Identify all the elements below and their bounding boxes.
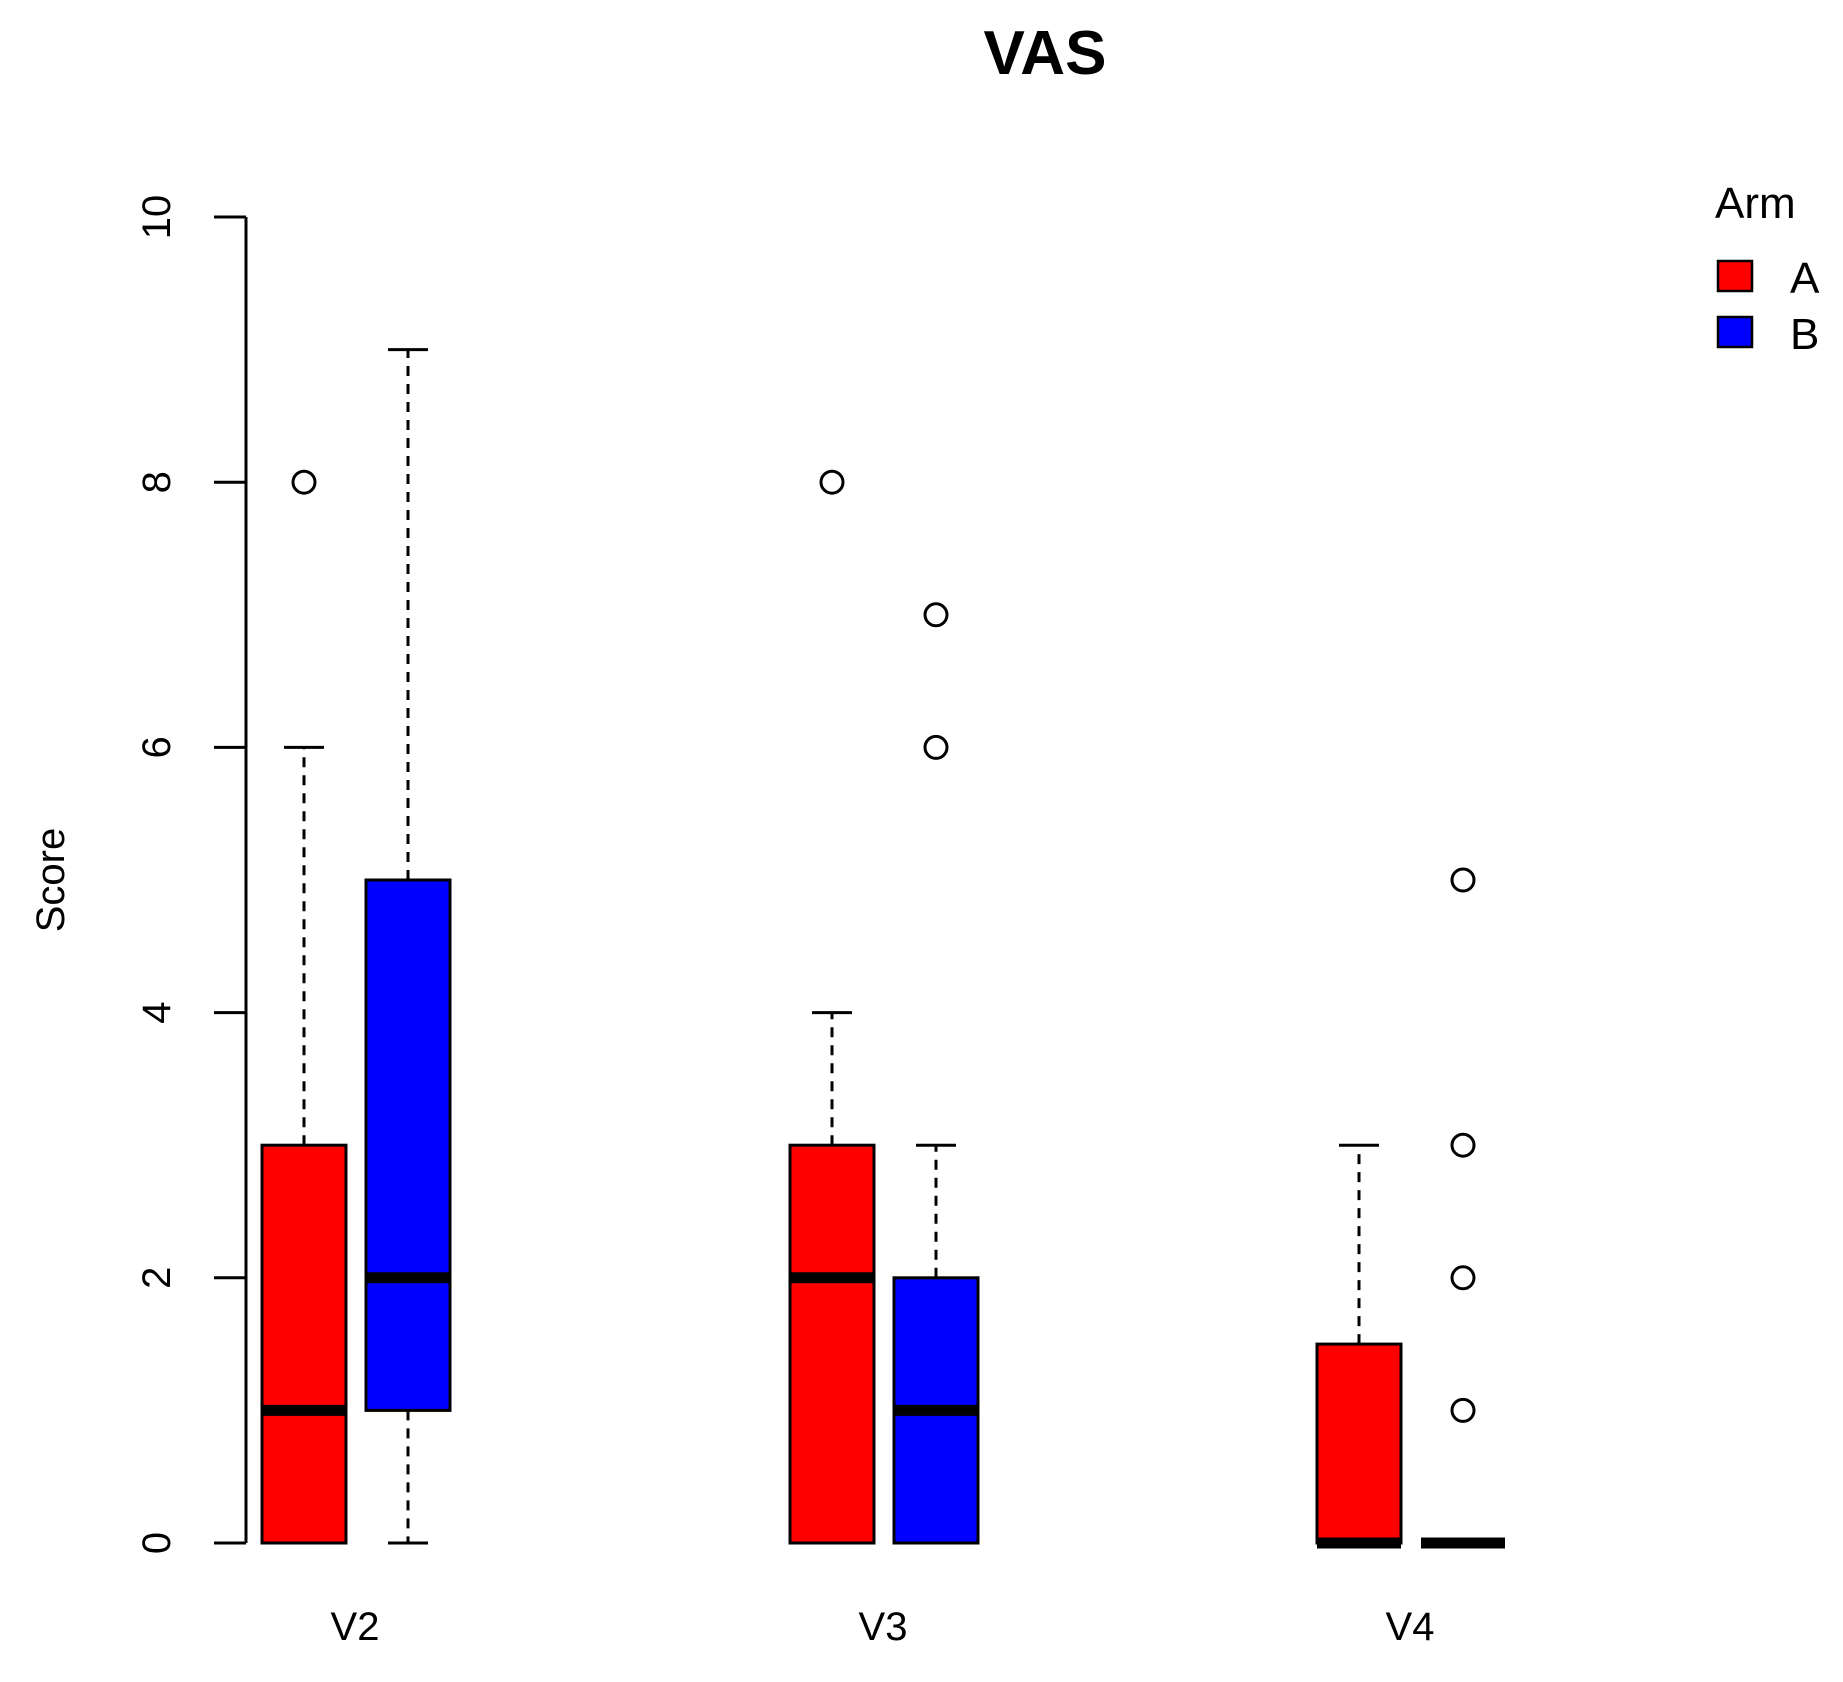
outlier-point [923, 734, 949, 760]
chart-title: VAS [984, 19, 1107, 88]
box-A-V4 [1315, 1143, 1403, 1549]
outlier-point [1450, 867, 1476, 893]
box-iqr [260, 1143, 348, 1545]
outlier-point [819, 469, 845, 495]
y-tick-label: 10 [135, 195, 179, 240]
box-A-V3 [788, 469, 876, 1545]
legend-items: AB [1716, 254, 1820, 359]
y-axis-title: Score [29, 828, 73, 933]
legend-title: Arm [1715, 179, 1796, 228]
legend-swatch-A [1716, 259, 1754, 293]
box-B-V2 [364, 348, 452, 1545]
outlier-point [1450, 1265, 1476, 1291]
legend-swatch-B [1716, 315, 1754, 349]
box-iqr [364, 878, 452, 1412]
box-iqr [1315, 1342, 1403, 1545]
box-A-V2 [260, 469, 348, 1545]
x-tick-label: V3 [859, 1605, 908, 1649]
outlier-point [291, 469, 317, 495]
legend: Arm AB [1715, 179, 1820, 359]
outlier-point [1450, 1397, 1476, 1423]
y-axis: 0 2 4 6 8 10 [135, 195, 248, 1554]
legend-label-A: A [1790, 254, 1820, 303]
y-tick-label: 6 [135, 736, 179, 758]
x-tick-label: V2 [331, 1605, 380, 1649]
x-tick-label: V4 [1386, 1605, 1435, 1649]
box-iqr [788, 1143, 876, 1545]
outlier-point [923, 602, 949, 628]
outlier-point [1450, 1132, 1476, 1158]
y-tick-label: 8 [135, 471, 179, 493]
y-tick-label: 2 [135, 1267, 179, 1289]
box-B-V3 [892, 602, 980, 1545]
plot-area [260, 348, 1505, 1549]
y-tick-label: 0 [135, 1532, 179, 1554]
box-B-V4 [1421, 867, 1505, 1549]
x-axis-labels: V2 V3 V4 [331, 1605, 1435, 1649]
legend-label-B: B [1790, 310, 1819, 359]
y-tick-label: 4 [135, 1001, 179, 1023]
